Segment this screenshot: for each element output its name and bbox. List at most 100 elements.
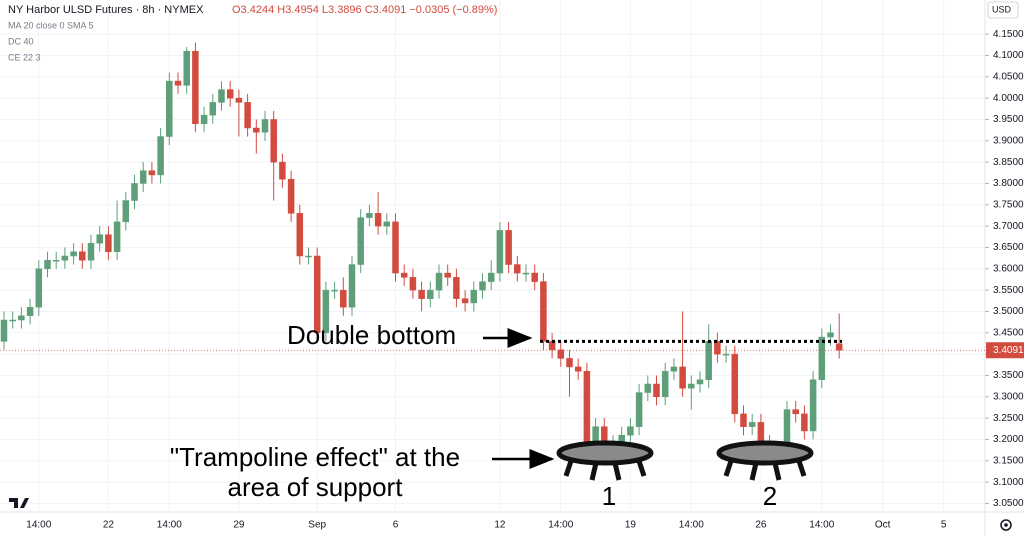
candle-body [505, 230, 512, 265]
axes: 3.0500 3.1000 3.1500 3.2000 3.2500 3.3000 3.35… [0, 29, 1024, 531]
x-tick-label: 14:00 [679, 520, 704, 531]
y-tick-label: 4.1500 [993, 29, 1024, 40]
candle-body [801, 413, 808, 432]
x-tick-label: Sep [308, 520, 326, 531]
candle-body [722, 353, 730, 356]
candle-body [705, 341, 712, 380]
candle-body [279, 161, 286, 180]
candle-body [322, 289, 330, 334]
x-tick-label: 26 [755, 520, 767, 531]
y-tick-label: 3.6000 [993, 263, 1024, 274]
y-tick-label: 3.7000 [993, 221, 1024, 232]
candle-body [331, 289, 338, 292]
candle-body [461, 298, 469, 304]
candle-body [18, 315, 25, 321]
candle-body [487, 272, 495, 282]
y-tick-label: 3.2500 [993, 413, 1024, 424]
candle-body [313, 255, 321, 334]
candle-body [574, 366, 582, 372]
trampoline [556, 440, 654, 481]
candle-body [192, 50, 199, 124]
y-tick-label: 3.5500 [993, 285, 1024, 296]
candle-body [287, 178, 295, 214]
currency[interactable]: USD [992, 4, 1012, 14]
y-tick-label: 3.2000 [993, 434, 1024, 445]
candle-body [400, 272, 408, 278]
candle-body [714, 341, 721, 355]
candle-body [740, 413, 747, 427]
candle-body [409, 277, 417, 291]
indicator[interactable]: DC 40 [8, 36, 34, 46]
candle-body [52, 260, 60, 262]
settings-button[interactable] [1000, 519, 1012, 531]
y-tick-label: 3.1500 [993, 455, 1024, 466]
candle-body [44, 260, 51, 270]
y-tick-label: 3.5000 [993, 306, 1024, 317]
candle-body [522, 272, 530, 275]
candle-body [583, 370, 591, 444]
indicator[interactable]: MA 20 close 0 SMA 5 [8, 20, 94, 30]
x-tick-label: 14:00 [26, 520, 51, 531]
candle-body [348, 264, 356, 308]
candle-body [148, 170, 156, 176]
last-price-label: 3.4091 [993, 345, 1024, 356]
candle-body [653, 383, 660, 398]
x-tick-label: 12 [494, 520, 506, 531]
candle-body [531, 272, 538, 282]
grid [0, 0, 985, 512]
indicator[interactable]: CE 22 3 [8, 52, 41, 62]
candle-body [253, 127, 260, 133]
ohlc: O3.4244 H3.4954 L3.3896 C3.4091 −0.0305 … [232, 4, 497, 16]
candle-body [496, 230, 504, 274]
candle-body [0, 319, 8, 342]
candle-body [305, 255, 312, 258]
candle-body [644, 383, 652, 393]
candle-body [113, 221, 121, 252]
y-tick-label: 3.9000 [993, 135, 1024, 146]
annotation: "Trampoline effect" at the [170, 442, 460, 472]
candle-body [661, 370, 669, 398]
candle-body [209, 102, 217, 116]
candle-body [270, 119, 277, 163]
candle-body [627, 426, 634, 436]
candle-body [226, 89, 234, 99]
x-tick-label: 14:00 [548, 520, 573, 531]
last-price-tag [986, 342, 1024, 359]
candle-body [470, 289, 478, 304]
candle-body [105, 234, 112, 252]
x-tick-label: 22 [103, 520, 115, 531]
candle-body [235, 97, 243, 103]
y-tick-label: 3.8000 [993, 178, 1024, 189]
candle-body [174, 80, 182, 86]
candle-body [435, 272, 443, 291]
candle-body [748, 422, 756, 427]
x-tick-label: 29 [233, 520, 245, 531]
candle-body [183, 50, 190, 86]
candle-body [61, 255, 69, 261]
candle-body [818, 336, 826, 380]
candle-body [261, 119, 269, 133]
annotation: 2 [763, 481, 777, 511]
symbol[interactable]: NY Harbor ULSD Futures · 8h · NYMEX [8, 4, 204, 16]
candle-body [122, 200, 130, 223]
candle-body [9, 319, 16, 322]
candle-body [696, 379, 704, 385]
candle-body [383, 221, 391, 227]
candle-body [557, 349, 565, 359]
candle-body [139, 170, 147, 184]
y-tick-label: 3.7500 [993, 199, 1024, 210]
candle-body [731, 353, 739, 415]
candle-body [827, 332, 834, 338]
candle-body [26, 306, 34, 316]
candle-body [679, 366, 686, 389]
y-tick-label: 4.1000 [993, 50, 1024, 61]
y-tick-label: 4.0500 [993, 71, 1024, 82]
candle-body [540, 281, 547, 342]
candle-body [166, 80, 173, 137]
currency-button[interactable] [987, 1, 1019, 19]
candle-body [809, 379, 817, 432]
y-tick-label: 4.0000 [993, 93, 1024, 104]
candle-body [444, 272, 451, 278]
